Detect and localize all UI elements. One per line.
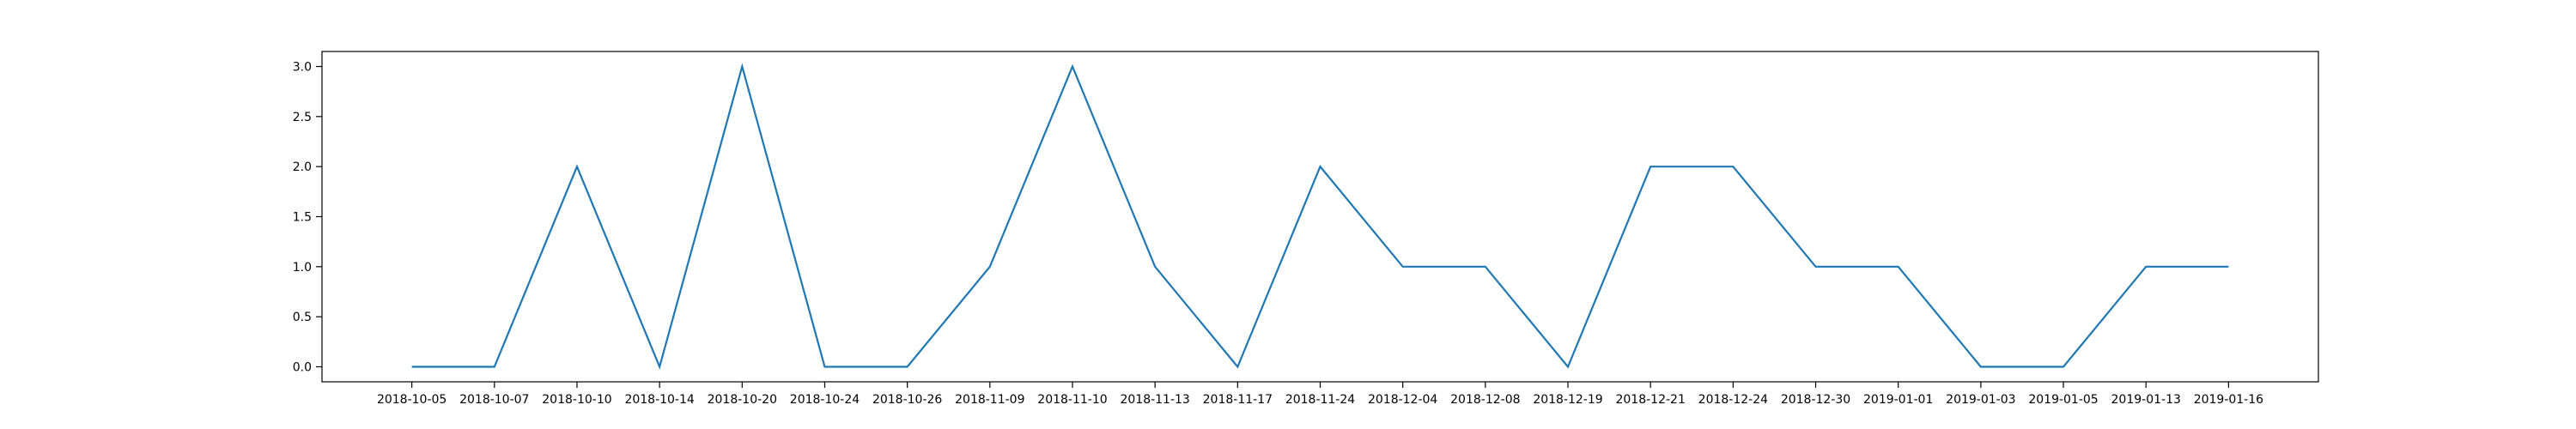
x-tick-label: 2018-10-26 bbox=[872, 393, 942, 407]
x-tick-label: 2018-12-21 bbox=[1615, 393, 1685, 407]
x-tick-label: 2018-12-08 bbox=[1450, 393, 1520, 407]
y-tick-label: 2.0 bbox=[293, 160, 312, 174]
x-tick-label: 2018-10-20 bbox=[708, 393, 777, 407]
y-tick-label: 1.0 bbox=[293, 261, 312, 275]
x-tick-label: 2018-10-07 bbox=[459, 393, 529, 407]
x-tick-label: 2018-12-19 bbox=[1533, 393, 1602, 407]
x-tick-label: 2018-12-24 bbox=[1698, 393, 1768, 407]
plot-area bbox=[321, 51, 2319, 383]
y-tick-label: 2.5 bbox=[293, 111, 312, 124]
x-tick-label: 2018-10-10 bbox=[542, 393, 611, 407]
x-tick-label: 2018-12-04 bbox=[1368, 393, 1437, 407]
y-tick-label: 1.5 bbox=[293, 211, 312, 225]
y-tick-label: 0.0 bbox=[293, 361, 312, 375]
series-line bbox=[411, 63, 2229, 370]
series-layer bbox=[411, 63, 2229, 370]
x-tick-label: 2018-11-13 bbox=[1120, 393, 1189, 407]
x-tick-label: 2018-11-17 bbox=[1203, 393, 1273, 407]
y-axis: 0.0 0.5 1.0 1.5 2.0 2.5 3.0 bbox=[293, 61, 322, 375]
axes-frame bbox=[321, 51, 2319, 383]
x-tick-label: 2018-10-14 bbox=[624, 393, 694, 407]
y-tick-label: 0.5 bbox=[293, 311, 312, 324]
x-tick-label: 2019-01-05 bbox=[2028, 393, 2098, 407]
x-axis: 2018-10-05 2018-10-07 2018-10-10 2018-10-14… bbox=[377, 382, 2263, 407]
x-tick-label: 2019-01-13 bbox=[2111, 393, 2181, 407]
series-0 bbox=[411, 63, 2229, 370]
x-tick-label: 2019-01-03 bbox=[1946, 393, 2015, 407]
x-tick-label: 2018-10-24 bbox=[790, 393, 860, 407]
x-tick-label: 2018-11-09 bbox=[955, 393, 1024, 407]
x-tick-label: 2018-11-24 bbox=[1285, 393, 1355, 407]
x-tick-label: 2018-10-05 bbox=[377, 393, 447, 407]
x-tick-label: 2019-01-01 bbox=[1863, 393, 1933, 407]
y-tick-label: 3.0 bbox=[293, 61, 312, 75]
x-tick-label: 2018-12-30 bbox=[1781, 393, 1850, 407]
x-tick-label: 2018-11-10 bbox=[1037, 393, 1107, 407]
x-tick-label: 2019-01-16 bbox=[2194, 393, 2263, 407]
